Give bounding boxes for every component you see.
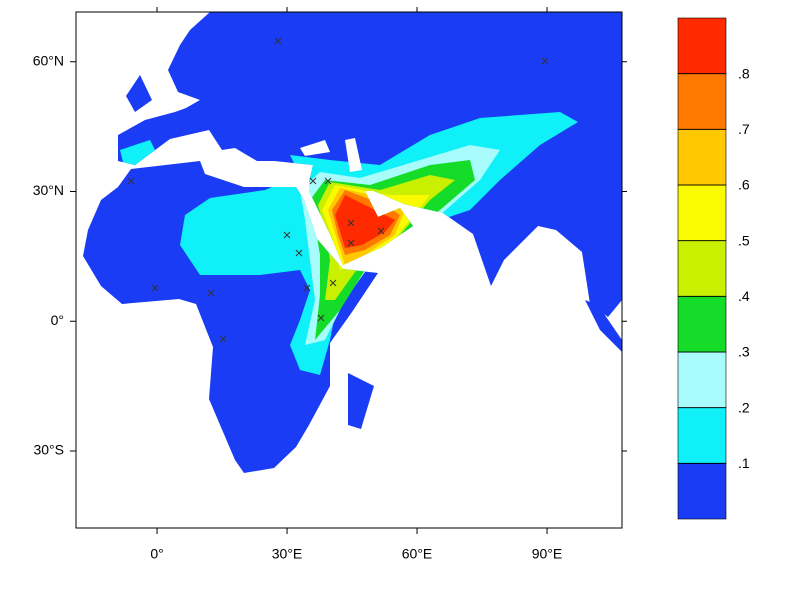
- colorbar-label: .5: [738, 232, 750, 248]
- colorbar-label: .8: [738, 65, 750, 81]
- x-tick-label: 60°E: [402, 546, 433, 562]
- colorbar-label: .1: [738, 455, 750, 471]
- colorbar-box: [677, 240, 727, 297]
- colorbar-box: [677, 407, 727, 464]
- colorbar: .1 .2 .3 .4 .5 .6 .7 .8: [677, 17, 750, 520]
- colorbar-label: .4: [738, 288, 750, 304]
- axes: 0° 30°E 60°E 90°E 60°N 30°N 0° 30°S: [33, 7, 627, 562]
- y-tick-label: 0°: [51, 312, 64, 328]
- contours: [120, 112, 578, 375]
- colorbar-box: [677, 463, 727, 520]
- colorbar-box: [677, 296, 727, 353]
- station-markers: [127, 37, 549, 343]
- colorbar-box: [677, 17, 727, 74]
- y-tick-label: 30°N: [33, 182, 64, 198]
- colorbar-box: [677, 184, 727, 241]
- colorbar-box: [677, 73, 727, 130]
- colorbar-label: .6: [738, 177, 750, 193]
- colorbar-label: .2: [738, 399, 750, 415]
- map-area: [75, 11, 623, 529]
- x-tick-label: 0°: [150, 546, 163, 562]
- inland-seas: [300, 138, 362, 172]
- colorbar-label: .3: [738, 344, 750, 360]
- y-tick-label: 60°N: [33, 52, 64, 68]
- colorbar-label: .7: [738, 121, 750, 137]
- colorbar-box: [677, 129, 727, 186]
- map-frame: [75, 11, 623, 529]
- x-tick-label: 30°E: [272, 546, 303, 562]
- y-tick-label: 30°S: [33, 442, 64, 458]
- colorbar-box: [677, 351, 727, 408]
- x-tick-label: 90°E: [532, 546, 563, 562]
